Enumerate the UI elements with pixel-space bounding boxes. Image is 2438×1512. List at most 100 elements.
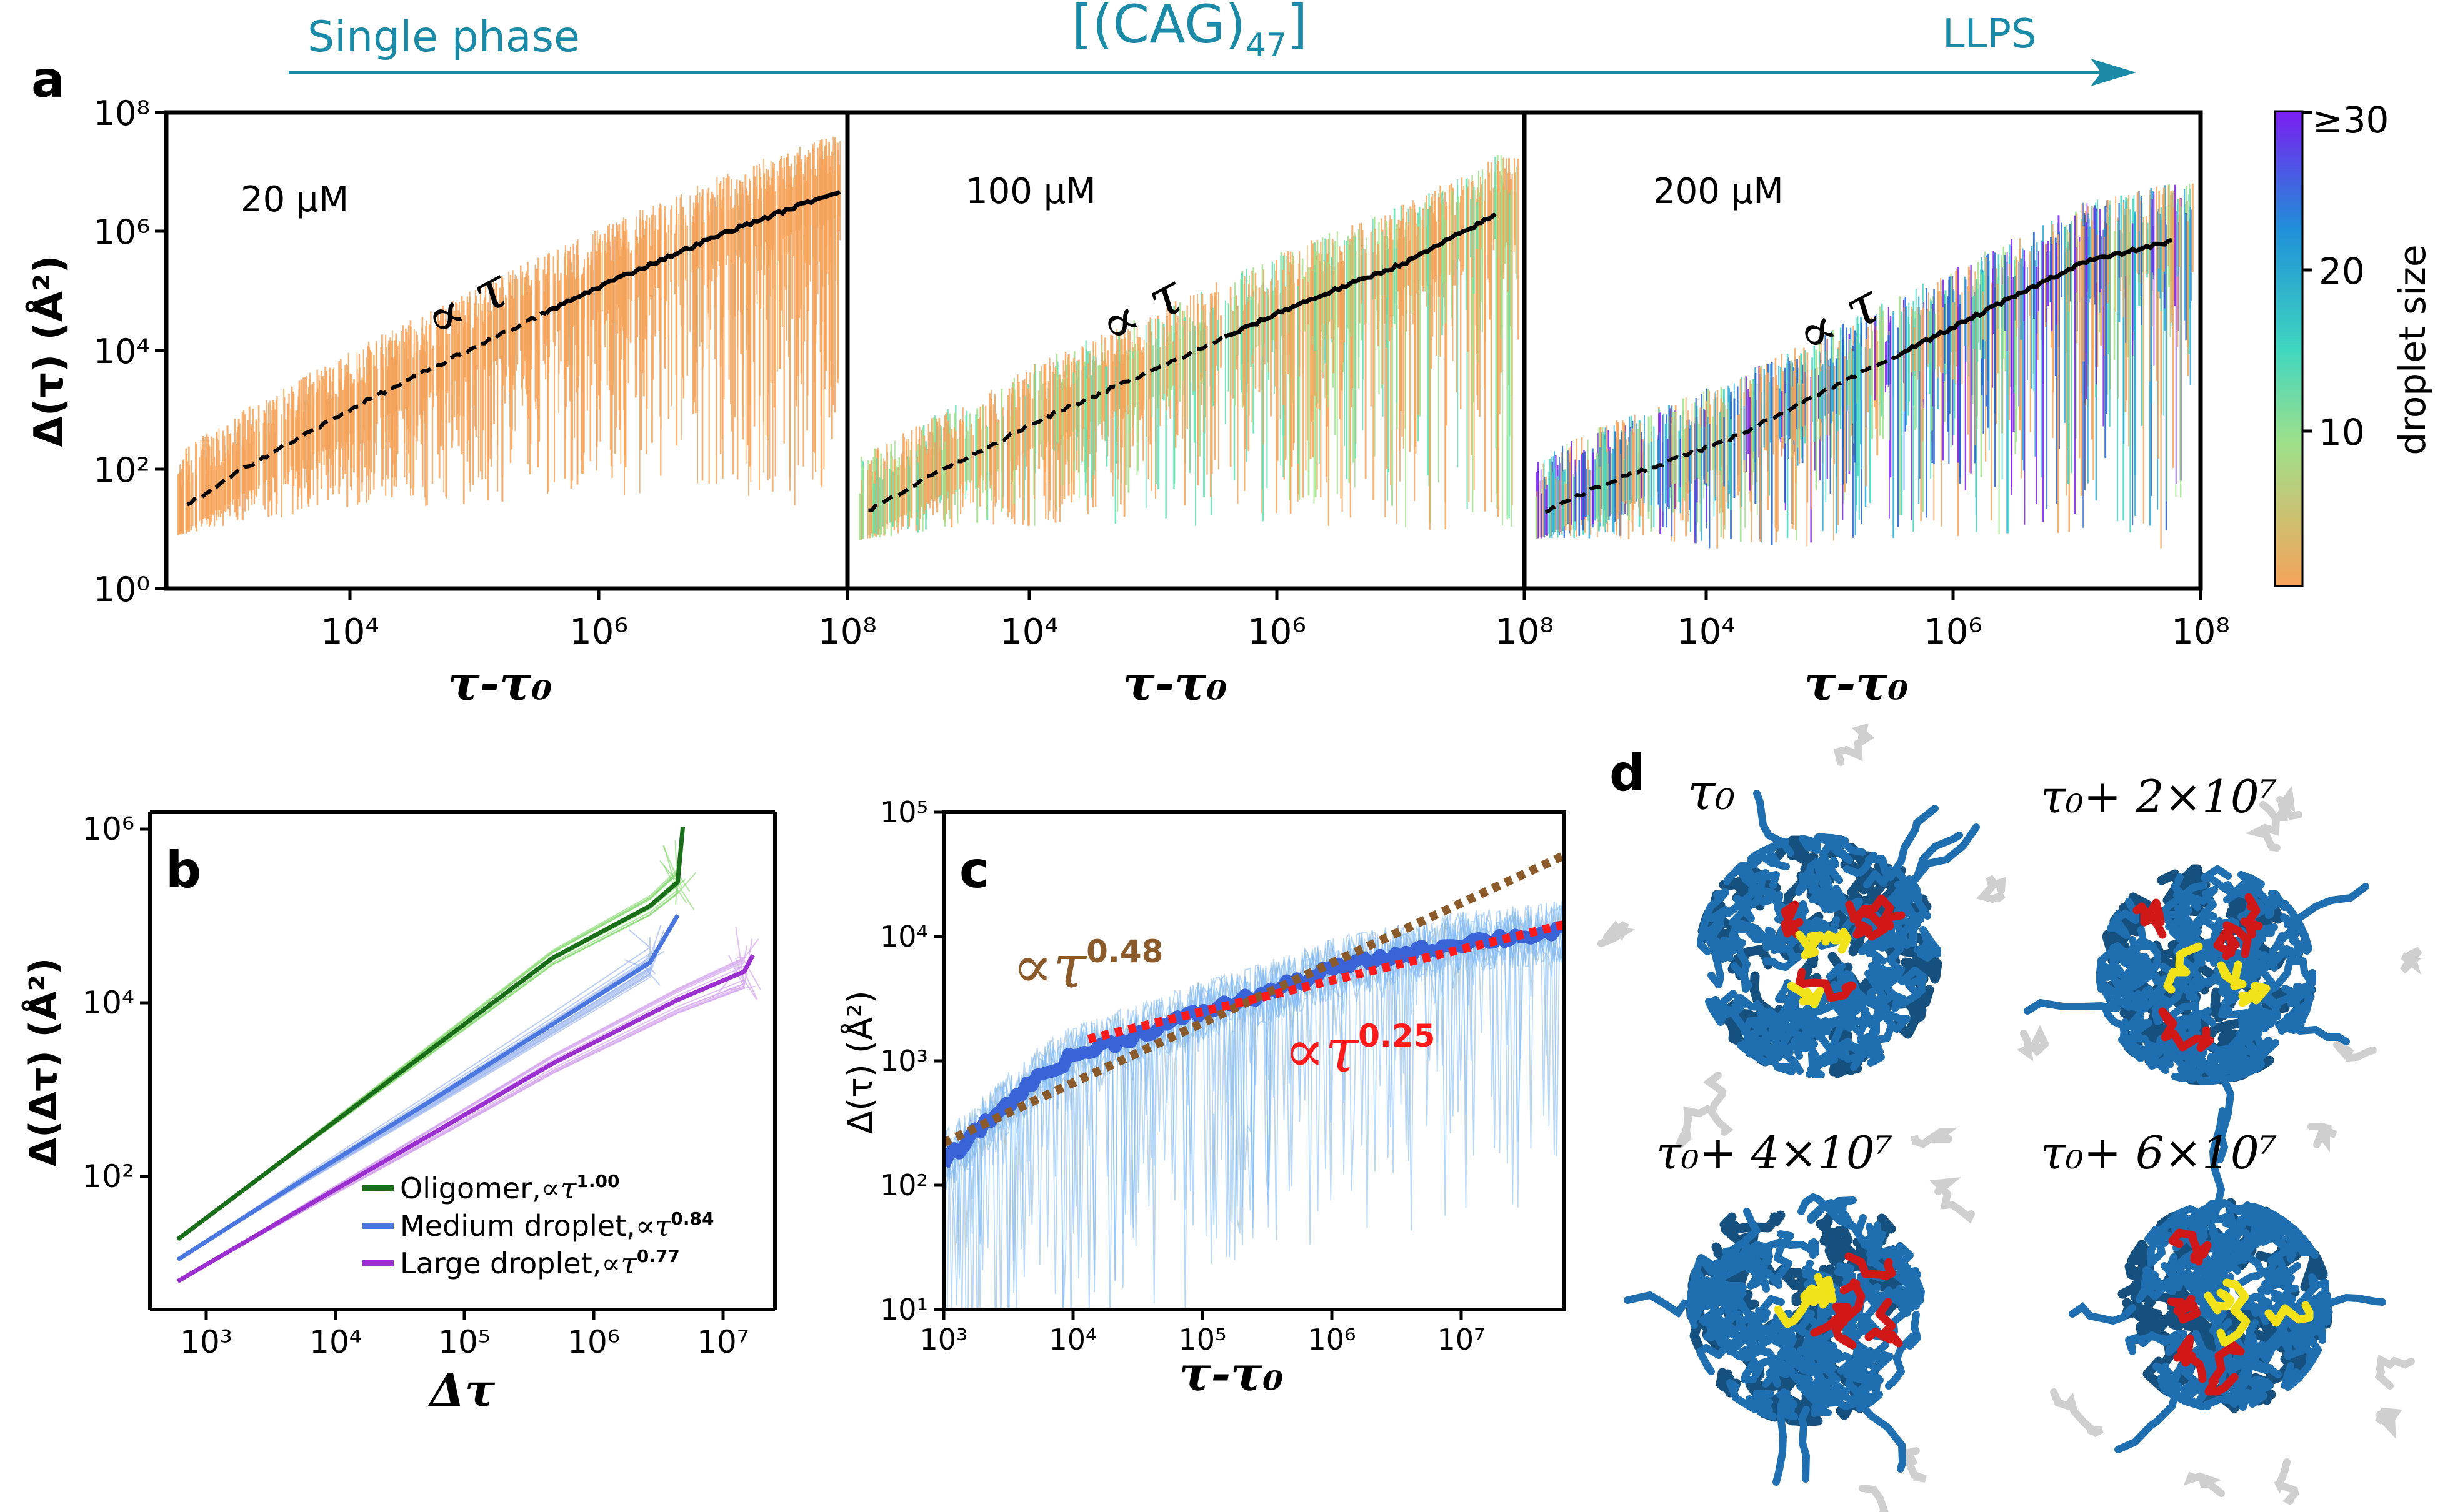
chain-strand — [1737, 844, 1774, 876]
chain-strand — [2136, 1266, 2168, 1303]
chain-strand — [2148, 1036, 2206, 1063]
neighbor-strand — [2374, 1407, 2402, 1440]
chain-strand — [2197, 1253, 2221, 1302]
chain-strand — [1837, 1361, 1872, 1401]
panel-a-data — [177, 136, 2194, 549]
panel-a-y-ticks: 10⁰ 10² 10⁴ 10⁶ 10⁸ — [94, 94, 166, 609]
chain-tail — [2284, 1020, 2350, 1045]
panel-c-xlabel: τ-τ₀ — [1179, 1346, 1283, 1401]
chain-strand — [1766, 1360, 1821, 1393]
legend-oligomer: Oligomer,∝τ1.00 — [400, 1171, 619, 1205]
neighbor-strand — [1597, 920, 1636, 947]
neighbor-strand — [1833, 723, 1875, 766]
snapshot-label-0: τ₀ — [1687, 763, 1735, 821]
chain-strand — [1809, 885, 1848, 913]
chain-strand — [2196, 1199, 2242, 1225]
neighbor-strand — [1911, 1128, 1957, 1148]
chain-strand — [1821, 928, 1852, 954]
chain-strand — [2158, 1007, 2214, 1052]
chain-strand — [1844, 1252, 1896, 1281]
a2-xtick-4: 10⁴ — [1000, 612, 1059, 652]
chain-strand — [1717, 1208, 1761, 1269]
panel-c-letter: c — [959, 841, 989, 899]
a1-xtick-4: 10⁴ — [321, 612, 379, 652]
panel-a1-xlabel: τ-τ₀ — [447, 655, 552, 711]
chain-strand — [1703, 1316, 1741, 1341]
panel-d-snapshots — [1597, 723, 2422, 1512]
c-xtick-4: 10⁴ — [1049, 1323, 1097, 1356]
chain-strand — [2165, 923, 2202, 950]
panel-c-fit-0 — [944, 851, 1564, 1147]
chain-strand — [2203, 1222, 2246, 1275]
chain-strand — [2251, 890, 2279, 919]
chain-strand — [2232, 1039, 2279, 1080]
b-xtick-5: 10⁵ — [438, 1324, 491, 1360]
a-ytick-8: 10⁸ — [94, 94, 150, 133]
chain-strand — [1796, 1001, 1853, 1045]
chain-tail — [1894, 823, 1980, 888]
panel-a2-fit-label: ∝ τ — [1089, 261, 1195, 359]
chain-strand — [2217, 960, 2247, 990]
b-ytick-6: 10⁶ — [82, 811, 134, 847]
panel-a-y-axis-label: Δ(τ) (Å²) — [25, 255, 72, 447]
legend-medium: Medium droplet,∝τ0.84 — [400, 1208, 714, 1243]
chain-strand — [1843, 852, 1889, 877]
c-ytick-5: 10⁵ — [880, 795, 928, 829]
chain-strand — [1710, 994, 1742, 1026]
b-xtick-7: 10⁷ — [697, 1324, 749, 1360]
chain-strand — [1702, 906, 1729, 955]
chain-strand — [2274, 1315, 2311, 1358]
chain-strand — [1776, 1388, 1798, 1420]
chain-strand — [1797, 1193, 1867, 1235]
chain-strand — [2203, 1041, 2257, 1062]
chain-strand — [1774, 1285, 1824, 1328]
panel-c-fit2-label: ∝τ0.25 — [1284, 1016, 1435, 1086]
panel-b-ylabel: Δ(Δτ) (Å²) — [21, 958, 66, 1166]
chain-strand — [1741, 1351, 1794, 1383]
chain-strand — [2194, 1053, 2251, 1085]
chain-strand — [1717, 1250, 1766, 1276]
chain-strand — [1697, 888, 1729, 955]
b-xtick-6: 10⁶ — [567, 1324, 620, 1360]
panel-a1-mean-solid — [544, 189, 841, 316]
droplet-snapshot-2 — [1624, 1072, 1975, 1512]
panel-c-trace — [944, 900, 1564, 1310]
chain-tail — [2069, 1302, 2136, 1325]
chain-tail — [2209, 1107, 2226, 1217]
chain-tail — [1887, 805, 1939, 881]
chain-strand — [2181, 1249, 2205, 1299]
panel-a-ylabel: Δ(τ) (Å²) — [25, 255, 72, 447]
c-ytick-1: 10¹ — [880, 1293, 928, 1326]
colorbar: 10 20 ≥30 droplet size — [2274, 99, 2434, 587]
chain-strand — [1795, 968, 1857, 1002]
b-ytick-4: 10⁴ — [82, 985, 134, 1021]
a3-xtick-6: 10⁶ — [1924, 612, 1982, 652]
chain-strand — [1753, 1007, 1789, 1046]
c-xtick-3: 10³ — [920, 1323, 968, 1356]
chain-strand — [2167, 1295, 2201, 1324]
b-xtick-3: 10³ — [180, 1324, 232, 1360]
neighbor-strand — [1976, 875, 2006, 903]
chain-strand — [2168, 1228, 2212, 1266]
panel-b-ticks: 10³ 10⁴ 10⁵ 10⁶ 10⁷ 10² 10⁴ 10⁶ — [82, 811, 749, 1360]
chain-strand — [1814, 1273, 1837, 1304]
colorbar-tick-30: ≥30 — [2312, 99, 2389, 141]
colorbar-label: droplet size — [2391, 244, 2434, 455]
chain-strand — [1881, 1242, 1919, 1276]
panel-a1-cloud — [177, 136, 841, 535]
chain-strand — [1864, 965, 1887, 1008]
header-single-phase: Single phase — [307, 12, 580, 62]
chain-strand — [1832, 970, 1859, 1013]
chain-strand — [1777, 1010, 1822, 1056]
chain-strand — [1712, 1282, 1747, 1330]
panel-a1-mean-dashed — [186, 311, 547, 507]
chain-strand — [1892, 985, 1934, 1039]
chain-strand — [2173, 1334, 2207, 1383]
panel-a3-cloud — [1535, 183, 2194, 549]
chain-tail — [1753, 790, 1794, 857]
neighbor-strand — [2050, 1388, 2104, 1438]
chain-strand — [1795, 930, 1824, 960]
chain-strand — [1807, 1196, 1857, 1224]
neighbor-strand — [1702, 1072, 1734, 1136]
